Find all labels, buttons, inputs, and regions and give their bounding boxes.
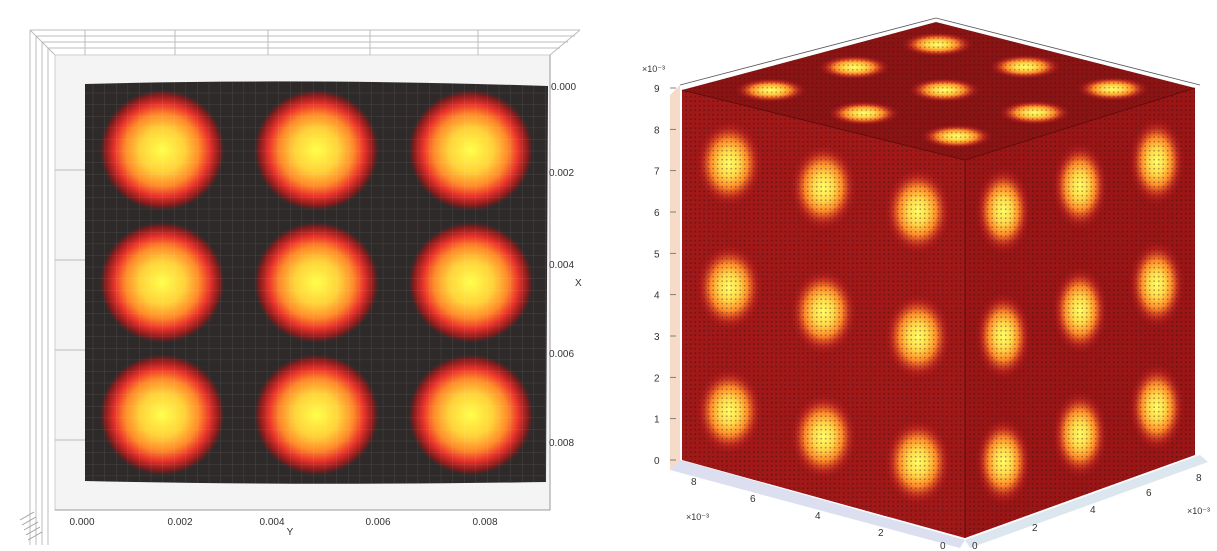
right-z-tick-label: 6 [654,208,660,219]
right-y-tick-label: 0 [972,541,978,551]
right-z-tick-label: 0 [654,456,660,467]
right-y-tick-label: 2 [1032,523,1038,534]
left-x-axis: 0.000 0.002 0.004 0.006 0.008 Y [19,509,550,541]
left-y-tick-label: 0.008 [549,438,574,449]
left-y-axis-label: X [575,278,582,289]
right-z-tick-label: 2 [654,373,660,384]
right-y-axis: 0 2 4 6 8 ×10⁻³ [972,473,1210,551]
right-x-tick-label: 2 [878,528,884,539]
right-z-tick-label: 3 [654,332,660,343]
left-y-axis: 0.000 0.002 0.004 0.006 0.008 X [549,55,582,510]
right-z-tick-label: 4 [654,291,660,302]
right-z-tick-label: 9 [654,84,660,95]
right-x-axis: 8 6 4 2 0 ×10⁻³ [686,477,946,551]
left-chart: 0.000 0.002 0.004 0.006 0.008 Y 0.000 0.… [19,29,582,545]
right-y-tick-label: 8 [1196,473,1202,484]
right-z-tick-label: 1 [654,415,660,426]
right-cube [681,22,1196,538]
right-z-tick-label: 7 [654,167,660,178]
right-z-multiplier: ×10⁻³ [642,64,665,74]
right-chart: ×10⁻³ 0 1 2 3 4 5 6 7 8 9 8 6 4 2 0 ×10⁻³ 0 2 4 6… [642,17,1210,551]
right-x-tick-label: 8 [691,477,697,488]
right-x-tick-label: 0 [940,541,946,551]
right-y-tick-label: 6 [1146,488,1152,499]
left-y-tick-label: 0.000 [551,82,576,93]
left-x-axis-label: Y [287,527,294,538]
left-y-tick-label: 0.006 [549,349,574,360]
right-x-tick-label: 4 [815,511,821,522]
left-x-tick-label: 0.002 [167,517,192,528]
left-x-tick-label: 0.000 [69,517,94,528]
left-x-tick-label: 0.004 [259,517,284,528]
right-x-tick-label: 6 [750,494,756,505]
right-y-multiplier: ×10⁻³ [1187,506,1210,516]
left-y-tick-label: 0.002 [549,168,574,179]
left-z-axis-clutter [19,511,43,541]
right-axis-planes [670,17,1208,548]
right-z-tick-label: 8 [654,125,660,136]
right-y-tick-label: 4 [1090,505,1096,516]
right-x-multiplier: ×10⁻³ [686,512,709,522]
left-heatmap-surface [85,81,548,484]
left-y-tick-label: 0.004 [549,260,574,271]
left-x-tick-label: 0.008 [472,517,497,528]
right-z-tick-label: 5 [654,249,660,260]
right-z-axis: ×10⁻³ 0 1 2 3 4 5 6 7 8 9 [642,64,676,467]
left-x-tick-label: 0.006 [365,517,390,528]
